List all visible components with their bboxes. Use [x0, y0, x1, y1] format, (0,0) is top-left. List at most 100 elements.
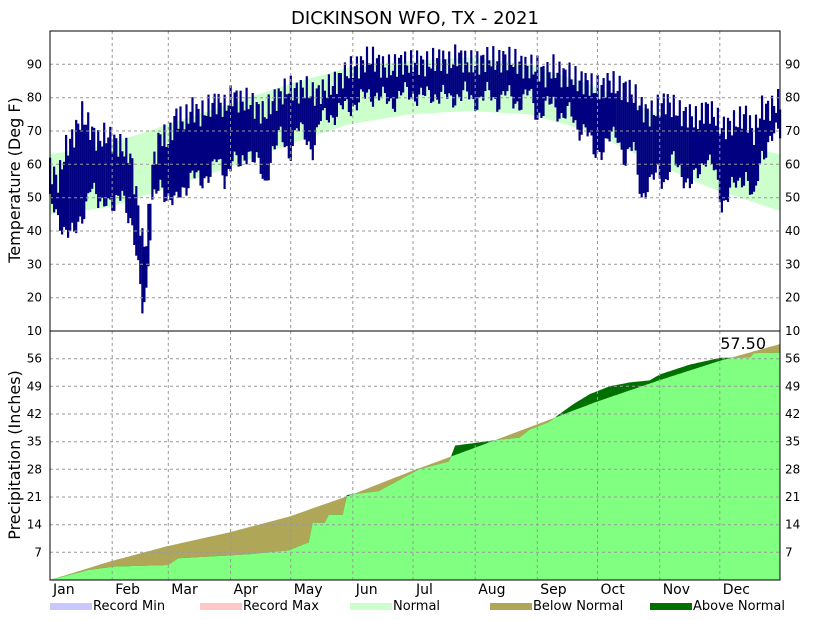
temperature-daily-bar: [301, 87, 304, 125]
temperature-daily-bar: [83, 124, 86, 220]
temperature-daily-bar: [353, 66, 356, 105]
month-label: Nov: [663, 582, 690, 598]
month-label: Jul: [415, 582, 433, 598]
month-label: Apr: [234, 582, 258, 598]
temperature-tick-right: 40: [785, 224, 800, 238]
precipitation-tick-labels: 7 7 14 14 21 21 28 28 35 35 42 42 49 49 56 56: [27, 352, 801, 560]
temperature-daily-bar: [756, 127, 760, 181]
temperature-daily-bar: [385, 77, 389, 104]
temperature-daily-bar: [199, 126, 202, 186]
temperature-daily-bar: [632, 102, 635, 142]
temperature-daily-bar: [775, 112, 778, 123]
temperature-daily-bar: [396, 76, 399, 99]
temperature-daily-bar: [315, 88, 318, 128]
temperature-daily-bar: [602, 78, 605, 153]
month-label: Sep: [540, 582, 567, 598]
temperature-daily-bar: [554, 78, 557, 108]
temperature-daily-bar: [171, 140, 174, 206]
temperature-daily-bar: [488, 60, 491, 91]
temperature-daily-bar: [767, 100, 770, 143]
temperature-daily-bar: [189, 111, 192, 173]
temperature-daily-bar: [568, 62, 571, 103]
temperature-daily-bar: [327, 74, 330, 123]
temperature-daily-bar: [203, 115, 206, 179]
month-label: Jun: [355, 582, 378, 598]
temperature-tick-left: 20: [27, 291, 42, 305]
temperature-daily-bar: [177, 128, 180, 198]
temperature-daily-bar: [135, 186, 138, 256]
temperature-daily-bar: [393, 54, 397, 112]
temperature-daily-bar: [516, 73, 519, 102]
temperature-daily-bar: [410, 50, 413, 99]
temperature-daily-bar: [255, 102, 258, 153]
precipitation-tick-left: 35: [27, 435, 42, 449]
temperature-daily-bar: [251, 93, 254, 162]
temperature-daily-bar: [269, 114, 272, 163]
temperature-daily-bar: [650, 100, 653, 175]
temperature-daily-bar: [383, 67, 387, 93]
precipitation-tick-left: 14: [27, 518, 42, 532]
temperature-daily-bar: [510, 65, 513, 97]
temperature-daily-bar: [261, 101, 264, 179]
precipitation-tick-left: 56: [27, 352, 42, 366]
temperature-daily-bar: [628, 79, 631, 148]
temperature-daily-bar: [566, 86, 569, 106]
temperature-daily-bar: [57, 192, 60, 216]
temperature-daily-bar: [281, 104, 284, 143]
temperature-daily-bar: [748, 115, 752, 195]
temperature-tick-right: 80: [785, 91, 800, 105]
temperature-daily-bar: [323, 90, 326, 108]
temperature-daily-bar: [253, 118, 256, 163]
temperature-daily-bar: [273, 89, 276, 150]
temperature-daily-bar: [267, 94, 270, 181]
temperature-daily-bar: [558, 61, 561, 119]
temperature-daily-bar: [375, 58, 379, 93]
temperature-daily-bar: [538, 81, 541, 113]
temperature-daily-bar: [664, 114, 667, 180]
temperature-daily-bar: [257, 104, 260, 158]
temperature-daily-bar: [668, 102, 671, 172]
temperature-daily-bar: [616, 91, 619, 143]
temperature-daily-bar: [763, 119, 766, 160]
temperature-daily-bar: [185, 104, 188, 196]
temperature-daily-bar: [85, 124, 88, 202]
temperature-daily-bar: [508, 46, 511, 86]
temperature-daily-bar: [514, 48, 517, 104]
temperature-daily-bar: [594, 93, 597, 158]
temperature-daily-bar: [702, 123, 705, 165]
temperature-daily-bar: [556, 72, 559, 122]
temperature-daily-bar: [53, 166, 56, 213]
temperature-daily-bar: [225, 110, 228, 177]
temperature-daily-bar: [81, 101, 84, 224]
temperature-daily-bar: [211, 102, 214, 162]
temperature-daily-bar: [271, 101, 274, 147]
temperature-daily-bar: [634, 84, 637, 151]
temperature-daily-bar: [542, 65, 545, 116]
temperature-daily-bar: [754, 114, 758, 186]
temperature-daily-bar: [307, 98, 310, 142]
temperature-tick-right: 10: [785, 324, 800, 338]
temperature-daily-bar: [444, 59, 447, 94]
temperature-daily-bar: [672, 94, 675, 152]
temperature-axis-label: Temperature (Deg F): [5, 97, 24, 264]
temperature-daily-bar: [622, 82, 625, 165]
temperature-daily-bar: [618, 75, 621, 143]
temperature-daily-bar: [400, 55, 403, 96]
temperature-daily-bar: [478, 74, 481, 98]
temperature-daily-bar: [91, 126, 94, 189]
temperature-daily-bar: [345, 76, 348, 100]
temperature-daily-bar: [610, 92, 613, 132]
temperature-daily-bar: [418, 74, 421, 95]
temperature-daily-bar: [137, 205, 140, 261]
temperature-daily-bar: [404, 51, 407, 83]
temperature-daily-bar: [187, 123, 190, 189]
temperature-daily-bar: [626, 102, 629, 149]
temperature-daily-bar: [532, 74, 535, 104]
temperature-daily-bar: [163, 124, 166, 203]
temperature-daily-bar: [642, 122, 645, 194]
temperature-panel: 10 10 20 20 30 30 40 40 50 50 60 60 70 70 80 80 90 90: [27, 31, 800, 338]
temperature-daily-bar: [297, 103, 300, 132]
temperature-daily-bar: [448, 51, 451, 94]
temperature-daily-bar: [113, 134, 116, 211]
